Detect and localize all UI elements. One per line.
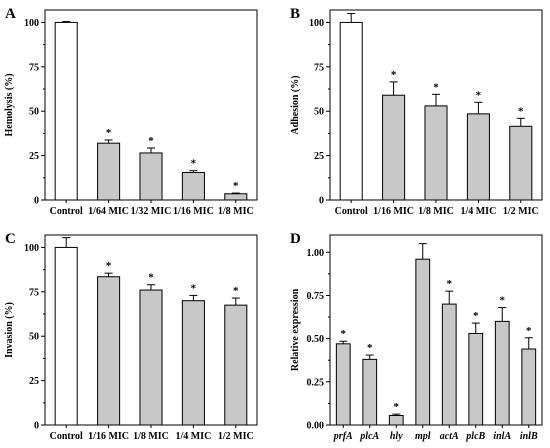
significance-marker: * <box>473 310 479 322</box>
x-category-label: 1/32 MIC <box>131 206 172 217</box>
significance-marker: * <box>394 401 400 413</box>
x-category-label: inlA <box>493 431 511 442</box>
bar <box>424 105 448 201</box>
x-category-label: 1/2 MIC <box>218 431 254 442</box>
x-category-label: 1/8 MIC <box>218 206 254 217</box>
significance-marker: * <box>191 158 197 170</box>
bar <box>382 94 406 201</box>
bar <box>415 258 431 426</box>
x-category-label: 1/16 MIC <box>88 431 129 442</box>
panel-d: D 0.00 0.25 0.50 0.75 1.00 Relative expression… <box>290 231 543 442</box>
y-tick-label: 50 <box>29 332 39 343</box>
bar <box>181 300 205 426</box>
bar <box>97 276 121 426</box>
significance-marker: * <box>148 135 154 147</box>
significance-marker: * <box>106 127 112 139</box>
x-category-label: prfA <box>333 431 353 442</box>
y-tick-label: 100 <box>24 243 39 254</box>
significance-marker: * <box>233 180 239 192</box>
y-tick-label: 0.75 <box>307 291 325 302</box>
bar <box>139 152 163 201</box>
panel-b: B 0 25 50 75 100 Adhesion (%) Control * 1/16 MIC *… <box>290 6 543 217</box>
significance-marker: * <box>341 328 347 340</box>
y-tick-label: 100 <box>24 18 39 29</box>
bar <box>339 21 363 201</box>
y-tick-label: 100 <box>309 18 324 29</box>
x-category-label: 1/2 MIC <box>503 206 539 217</box>
x-category-label: 1/4 MIC <box>460 206 496 217</box>
panel-letter: B <box>290 6 300 22</box>
significance-marker: * <box>367 342 373 354</box>
plot-frame <box>329 234 543 426</box>
bar <box>335 343 351 426</box>
y-tick-label: 25 <box>29 376 39 387</box>
y-tick-label: 25 <box>29 151 39 162</box>
x-category-label: mpl <box>415 431 431 442</box>
bar <box>54 246 78 426</box>
bar <box>224 193 248 201</box>
y-tick-label: 0 <box>34 421 39 432</box>
bar <box>494 320 510 426</box>
significance-marker: * <box>500 295 506 307</box>
y-tick-label: 0.50 <box>307 334 325 345</box>
y-tick-label: 1.00 <box>307 248 325 259</box>
significance-marker: * <box>518 105 524 117</box>
y-axis-title: Relative expression <box>290 288 301 371</box>
panel-a: A 0 25 50 75 100 Hemolysis (%) Control * 1/64 MIC… <box>4 6 258 217</box>
y-tick-label: 0 <box>319 196 324 207</box>
x-category-label: plcB <box>465 431 485 442</box>
significance-marker: * <box>233 285 239 297</box>
significance-marker: * <box>447 278 453 290</box>
panel-letter: A <box>5 6 16 22</box>
bar <box>468 332 484 426</box>
x-category-label: 1/8 MIC <box>418 206 454 217</box>
y-tick-label: 50 <box>314 107 324 118</box>
y-tick-label: 50 <box>29 107 39 118</box>
significance-marker: * <box>191 282 197 294</box>
bar <box>441 303 457 426</box>
y-axis-title: Hemolysis (%) <box>4 73 15 136</box>
bar <box>181 171 205 201</box>
y-tick-label: 25 <box>314 151 324 162</box>
y-tick-label: 75 <box>29 62 39 73</box>
x-category-label: Control <box>335 206 368 217</box>
bar <box>509 125 533 201</box>
y-tick-label: 75 <box>29 287 39 298</box>
y-tick-label: 75 <box>314 62 324 73</box>
y-tick-label: 0.00 <box>307 421 325 432</box>
significance-marker: * <box>148 272 154 284</box>
bar <box>97 142 121 201</box>
bar <box>362 358 378 426</box>
x-category-label: 1/16 MIC <box>373 206 414 217</box>
x-category-label: 1/64 MIC <box>88 206 129 217</box>
x-category-label: 1/8 MIC <box>133 431 169 442</box>
y-tick-label: 0.25 <box>307 377 325 388</box>
panel-c: C 0 25 50 75 100 Invasion (%) Control * 1/16 MIC *… <box>4 231 258 442</box>
y-axis-title: Invasion (%) <box>4 302 15 358</box>
bar <box>388 415 404 426</box>
y-tick-label: 0 <box>34 196 39 207</box>
significance-marker: * <box>391 69 397 81</box>
bar <box>466 113 490 201</box>
x-category-label: inlB <box>520 431 538 442</box>
bar <box>521 348 537 426</box>
bar <box>224 304 248 426</box>
x-category-label: actA <box>440 431 459 442</box>
significance-marker: * <box>433 81 439 93</box>
y-axis-title: Adhesion (%) <box>290 75 301 134</box>
x-category-label: 1/4 MIC <box>175 431 211 442</box>
x-category-label: Control <box>50 431 83 442</box>
bar <box>139 289 163 426</box>
x-category-label: Control <box>50 206 83 217</box>
bar <box>54 21 78 201</box>
significance-marker: * <box>526 325 532 337</box>
significance-marker: * <box>476 89 482 101</box>
x-category-label: hly <box>390 431 403 442</box>
significance-marker: * <box>106 260 112 272</box>
panel-letter: D <box>290 231 301 247</box>
x-category-label: 1/16 MIC <box>173 206 214 217</box>
panel-letter: C <box>5 231 16 247</box>
x-category-label: plcA <box>359 431 379 442</box>
